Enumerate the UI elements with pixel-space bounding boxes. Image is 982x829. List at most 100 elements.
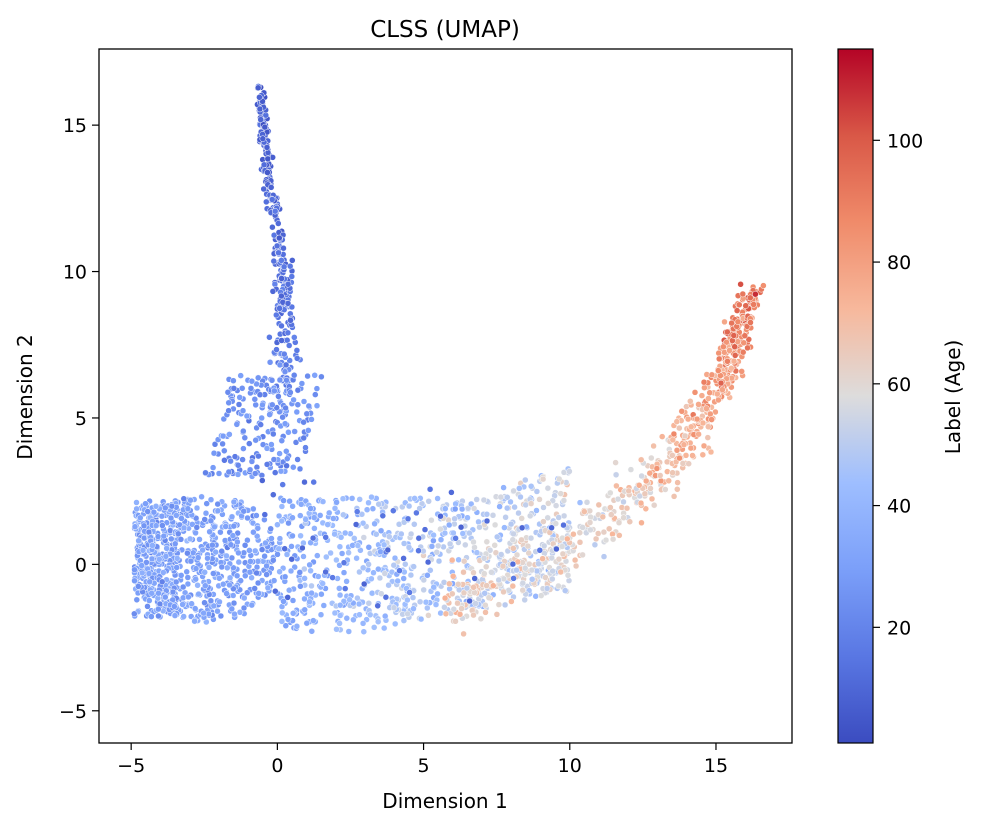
scatter-point xyxy=(278,517,285,525)
scatter-point xyxy=(193,524,201,531)
scatter-point xyxy=(156,556,163,563)
scatter-point xyxy=(204,554,211,562)
scatter-point xyxy=(294,401,302,408)
scatter-point xyxy=(183,568,190,576)
scatter-point xyxy=(579,524,586,531)
scatter-point xyxy=(316,512,324,519)
scatter-point xyxy=(221,457,228,464)
scatter-point xyxy=(319,498,327,505)
scatter-point xyxy=(680,441,688,448)
scatter-point xyxy=(441,529,449,537)
scatter-point xyxy=(194,554,202,561)
scatter-point xyxy=(322,534,329,541)
scatter-point xyxy=(278,503,286,510)
scatter-point xyxy=(504,494,511,501)
scatter-point xyxy=(425,612,432,619)
scatter-point xyxy=(535,560,542,568)
scatter-point xyxy=(211,523,218,531)
scatter-point xyxy=(306,598,313,606)
scatter-point xyxy=(466,597,473,605)
scatter-point xyxy=(230,377,237,384)
x-axis: −5 0 5 10 15 xyxy=(117,743,728,777)
scatter-point xyxy=(368,493,375,501)
y-tick-label: 10 xyxy=(63,262,87,284)
scatter-point xyxy=(254,579,262,587)
scatter-point xyxy=(275,393,282,400)
scatter-point xyxy=(300,553,307,560)
scatter-point xyxy=(281,545,288,552)
scatter-point xyxy=(424,572,431,579)
scatter-point xyxy=(455,556,462,564)
scatter-point xyxy=(496,503,503,510)
scatter-point xyxy=(133,499,140,506)
scatter-point xyxy=(693,415,701,423)
scatter-point xyxy=(721,318,728,326)
scatter-point xyxy=(184,574,192,581)
scatter-point xyxy=(507,498,514,506)
colorbar-tick-label: 40 xyxy=(887,496,911,518)
scatter-point xyxy=(225,407,232,414)
scatter-point xyxy=(172,578,180,586)
scatter-point xyxy=(434,495,441,502)
scatter-point xyxy=(570,530,577,538)
scatter-point xyxy=(276,234,283,242)
scatter-point xyxy=(201,516,208,523)
scatter-point xyxy=(317,611,325,618)
scatter-point xyxy=(566,468,573,475)
scatter-point xyxy=(285,342,293,349)
scatter-point xyxy=(148,555,156,563)
scatter-point xyxy=(246,440,253,447)
scatter-point xyxy=(322,568,329,576)
scatter-point xyxy=(308,589,315,597)
scatter-point xyxy=(168,535,175,543)
scatter-point xyxy=(248,601,256,609)
scatter-point xyxy=(351,535,358,542)
scatter-point xyxy=(303,410,311,418)
scatter-point xyxy=(202,582,209,589)
scatter-point xyxy=(340,559,348,566)
scatter-point xyxy=(555,555,563,563)
scatter-point xyxy=(290,371,298,379)
scatter-point xyxy=(293,408,301,416)
scatter-point xyxy=(676,424,683,432)
scatter-point xyxy=(616,532,623,539)
scatter-point xyxy=(158,512,166,520)
scatter-point xyxy=(676,454,683,462)
scatter-point xyxy=(462,541,469,549)
scatter-point xyxy=(481,590,488,597)
scatter-point xyxy=(155,612,162,620)
scatter-point xyxy=(480,496,488,504)
scatter-point xyxy=(303,619,311,627)
scatter-point xyxy=(428,516,435,524)
scatter-point xyxy=(237,372,244,379)
scatter-point xyxy=(731,352,739,359)
scatter-point xyxy=(178,515,185,522)
scatter-point xyxy=(285,519,292,527)
scatter-point xyxy=(184,505,192,512)
scatter-point xyxy=(219,580,227,588)
scatter-point xyxy=(191,605,199,612)
scatter-point xyxy=(430,583,437,591)
scatter-point xyxy=(198,493,205,501)
scatter-point xyxy=(627,466,635,473)
scatter-point xyxy=(421,526,429,533)
scatter-point xyxy=(687,423,695,431)
y-axis: −5 0 5 10 15 xyxy=(59,115,99,723)
scatter-point xyxy=(246,466,254,474)
scatter-point xyxy=(163,545,170,552)
scatter-point xyxy=(532,593,539,600)
scatter-point xyxy=(726,347,733,354)
scatter-point xyxy=(620,498,627,506)
scatter-point xyxy=(450,605,458,613)
scatter-point xyxy=(261,123,269,131)
scatter-point xyxy=(270,557,277,564)
scatter-point xyxy=(459,530,467,537)
scatter-point xyxy=(600,553,608,560)
scatter-point xyxy=(684,415,692,423)
scatter-point xyxy=(548,524,555,532)
scatter-point xyxy=(730,357,738,365)
scatter-point xyxy=(275,512,283,520)
scatter-point xyxy=(650,442,657,450)
scatter-point xyxy=(202,509,210,517)
scatter-point xyxy=(318,373,325,381)
